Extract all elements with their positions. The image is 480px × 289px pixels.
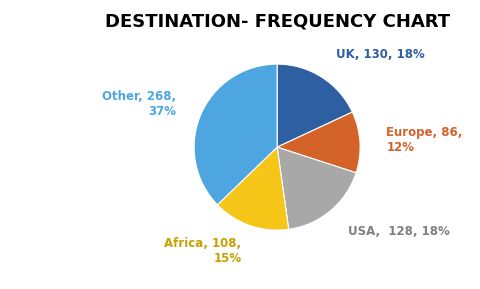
Wedge shape xyxy=(217,147,288,230)
Title: DESTINATION- FREQUENCY CHART: DESTINATION- FREQUENCY CHART xyxy=(104,13,449,31)
Wedge shape xyxy=(194,64,276,205)
Text: USA,  128, 18%: USA, 128, 18% xyxy=(347,225,448,238)
Text: Other, 268,
37%: Other, 268, 37% xyxy=(102,90,176,118)
Text: UK, 130, 18%: UK, 130, 18% xyxy=(336,48,424,61)
Wedge shape xyxy=(276,112,360,173)
Wedge shape xyxy=(276,147,355,229)
Text: Africa, 108,
15%: Africa, 108, 15% xyxy=(164,237,241,265)
Wedge shape xyxy=(276,64,352,147)
Text: Europe, 86,
12%: Europe, 86, 12% xyxy=(386,127,462,154)
